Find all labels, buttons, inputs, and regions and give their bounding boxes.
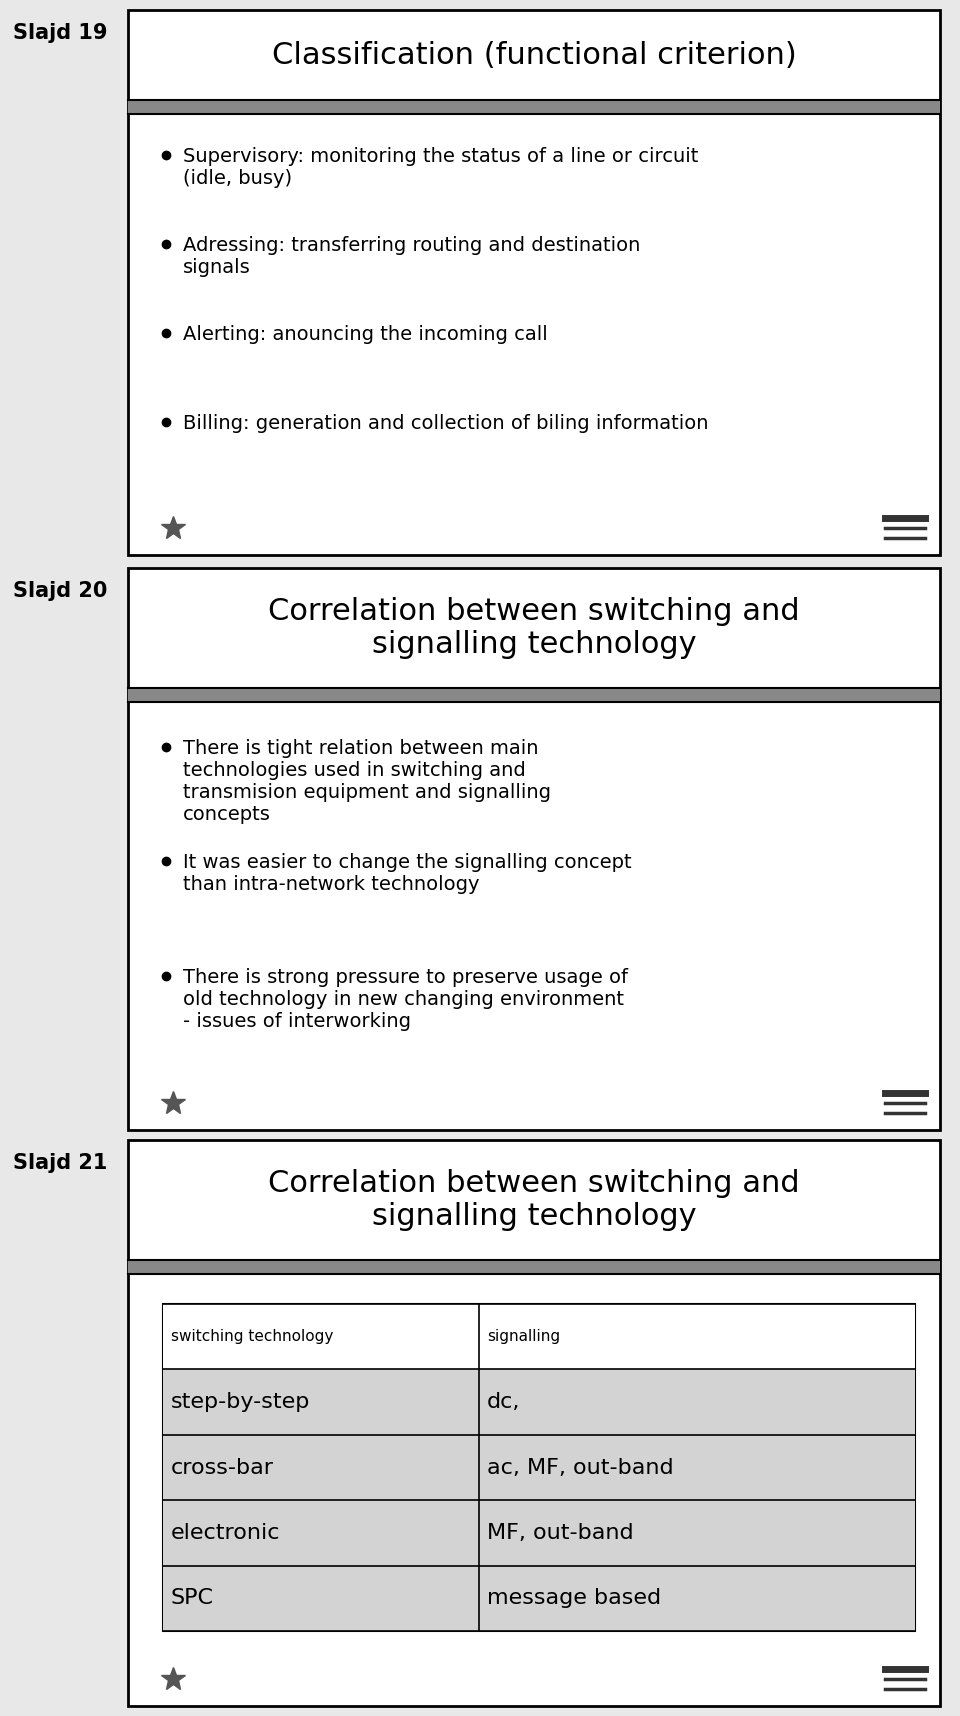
Text: ac, MF, out-band: ac, MF, out-band: [487, 1457, 674, 1477]
Text: Slajd 19: Slajd 19: [13, 22, 108, 43]
Text: Slajd 20: Slajd 20: [13, 582, 108, 601]
Text: Supervisory: monitoring the status of a line or circuit
(idle, busy): Supervisory: monitoring the status of a …: [183, 148, 698, 189]
Text: cross-bar: cross-bar: [171, 1457, 274, 1477]
Bar: [128, 568, 940, 1131]
Text: switching technology: switching technology: [171, 1330, 333, 1344]
Text: Alerting: anouncing the incoming call: Alerting: anouncing the incoming call: [183, 326, 548, 345]
Bar: [128, 688, 940, 702]
Bar: [128, 100, 940, 113]
Bar: [128, 1139, 940, 1706]
Text: message based: message based: [487, 1589, 661, 1608]
Text: dc,: dc,: [487, 1392, 520, 1412]
Text: Classification (functional criterion): Classification (functional criterion): [272, 41, 797, 70]
Text: signalling: signalling: [487, 1330, 560, 1344]
Text: step-by-step: step-by-step: [171, 1392, 310, 1412]
Bar: [163, 1304, 915, 1630]
Text: electronic: electronic: [171, 1522, 280, 1543]
Bar: [163, 1435, 915, 1500]
Text: Correlation between switching and
signalling technology: Correlation between switching and signal…: [268, 597, 800, 659]
Text: MF, out-band: MF, out-band: [487, 1522, 634, 1543]
Text: It was easier to change the signalling concept
than intra-network technology: It was easier to change the signalling c…: [183, 853, 632, 894]
Bar: [128, 10, 940, 554]
Bar: [128, 1260, 940, 1273]
Bar: [163, 1565, 915, 1630]
Text: Adressing: transferring routing and destination
signals: Adressing: transferring routing and dest…: [183, 237, 640, 278]
Bar: [163, 1369, 915, 1435]
Text: There is tight relation between main
technologies used in switching and
transmis: There is tight relation between main tec…: [183, 740, 551, 824]
Text: There is strong pressure to preserve usage of
old technology in new changing env: There is strong pressure to preserve usa…: [183, 968, 628, 1031]
Bar: [163, 1304, 915, 1369]
Text: Slajd 21: Slajd 21: [13, 1153, 108, 1174]
Text: SPC: SPC: [171, 1589, 214, 1608]
Text: Billing: generation and collection of biling information: Billing: generation and collection of bi…: [183, 414, 708, 434]
Bar: [163, 1500, 915, 1565]
Text: Correlation between switching and
signalling technology: Correlation between switching and signal…: [268, 1169, 800, 1232]
